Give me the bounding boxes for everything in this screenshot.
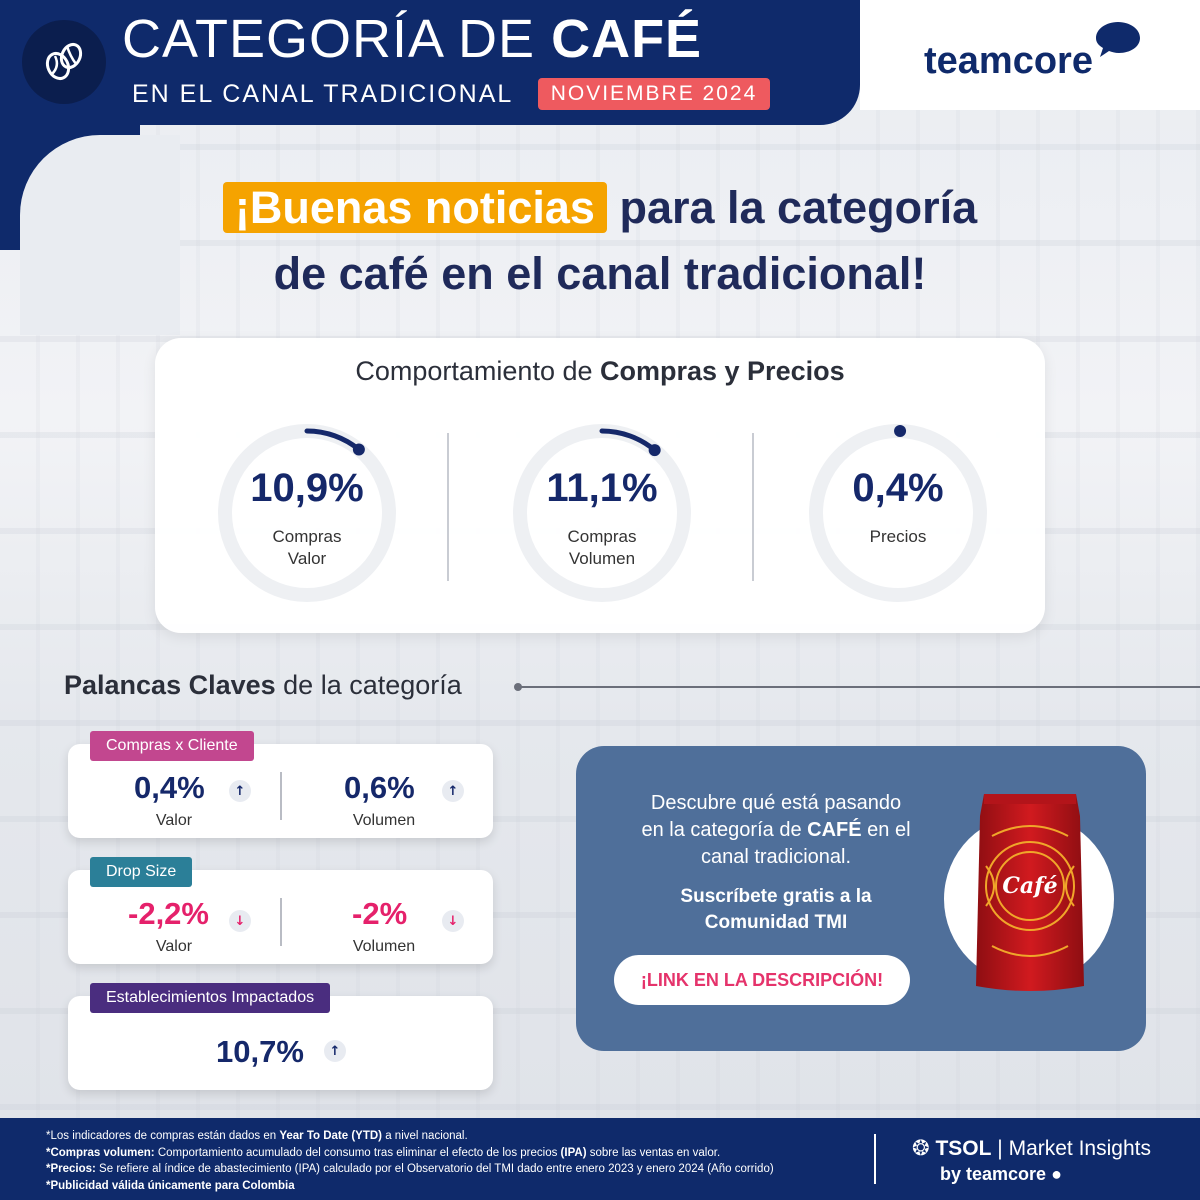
speech-bubble-icon: ● [1051,1164,1062,1184]
gauge-ring [809,424,987,602]
gauge-value: 10,9% [250,466,364,510]
gauge-precios: 0,4% Precios [803,418,993,608]
footer: *Los indicadores de compras están dados … [0,1118,1200,1200]
date-badge: NOVIEMBRE 2024 [538,78,770,110]
page-subtitle: EN EL CANAL TRADICIONAL [132,80,514,108]
promo-card: Descubre qué está pasando en la categorí… [576,746,1146,1051]
footer-notes: *Los indicadores de compras están dados … [46,1128,774,1194]
brand-logo: teamcore [924,40,1093,82]
arrow-up-icon: ↑ [442,780,464,802]
footnote-4: *Publicidad válida únicamente para Colom… [46,1179,295,1192]
lever-compras-cliente: 0,4% ↑ Valor 0,6% ↑ Volumen [68,744,493,838]
lever-divider [280,772,282,820]
arrow-down-icon: ↓ [442,910,464,932]
by-teamcore: by teamcore ● [940,1164,1062,1184]
arrow-up-icon: ↑ [324,1040,346,1062]
tag-establecimientos: Establecimientos Impactados [90,983,331,1013]
headline-highlight: ¡Buenas noticias [222,182,607,233]
lever-valor-label: Valor [155,812,193,829]
headline-line-2: de café en el canal tradicional! [273,248,927,299]
lever-volumen: -2% [352,896,408,931]
tsol-brand: ❂ TSOL | Market Insights [912,1137,1151,1160]
kpi-divider [447,433,449,581]
kpi-divider [752,433,754,581]
left-curve-decoration [0,110,180,335]
lever-valor: 0,4% [134,770,205,805]
lever-valor: -2,2% [128,896,209,931]
promo-subscribe: Suscríbete gratis a la Comunidad TMI [680,886,872,933]
gauge-ring [513,424,691,602]
link-button[interactable]: ¡LINK EN LA DESCRIPCIÓN! [614,955,910,1005]
lever-drop-size: -2,2% ↓ Valor -2% ↓ Volumen [68,870,493,964]
gauge-ring [218,424,396,602]
tag-drop-size: Drop Size [90,857,193,887]
header-banner: CATEGORÍA DE CAFÉ EN EL CANAL TRADICIONA… [0,0,860,125]
page-title: CATEGORÍA DE CAFÉ [122,9,703,69]
tag-compras-cliente: Compras x Cliente [90,731,254,761]
lever-volumen-label: Volumen [352,938,416,955]
gauge-compras-valor: 10,9% Compras Valor [212,418,402,608]
arrow-down-icon: ↓ [229,910,251,932]
kpi-card: Comportamiento de Compras y Precios 10,9… [155,338,1045,633]
lever-valor: 10,7% [216,1034,304,1069]
coffee-bag-image: Café [976,794,1084,991]
kpi-card-title: Comportamiento de Compras y Precios [355,356,845,386]
footnote-3: *Precios: Se refiere al índice de abaste… [46,1163,774,1175]
arrow-up-icon: ↑ [229,780,251,802]
gauge-label: Compras Valor [272,527,342,568]
gauge-compras-volumen: 11,1% Compras Volumen [507,418,697,608]
lever-volumen-label: Volumen [352,812,416,829]
brand-area [860,0,1200,110]
section-line [518,686,1200,688]
speech-bubble-icon [1096,22,1140,57]
gauge-value: 11,1% [546,466,658,510]
footnote-2: *Compras volumen: Comportamiento acumula… [46,1146,721,1159]
tsol-icon: ❂ [912,1137,930,1160]
promo-text: Descubre qué está pasando en la categorí… [641,792,911,868]
bag-label: Café [1002,873,1057,899]
lever-divider [280,898,282,946]
section-title-palancas: Palancas Claves de la categoría [64,670,462,700]
gauge-label: Compras Volumen [567,527,637,568]
headline: ¡Buenas noticias para la categoría de ca… [0,175,1200,307]
coffee-beans-icon [22,20,106,104]
footer-divider [874,1134,876,1184]
gauge-label: Precios [869,527,927,546]
lever-volumen: 0,6% [344,770,415,805]
lever-valor-label: Valor [155,938,193,955]
footnote-1: *Los indicadores de compras están dados … [46,1130,468,1142]
gauge-value: 0,4% [852,466,944,510]
